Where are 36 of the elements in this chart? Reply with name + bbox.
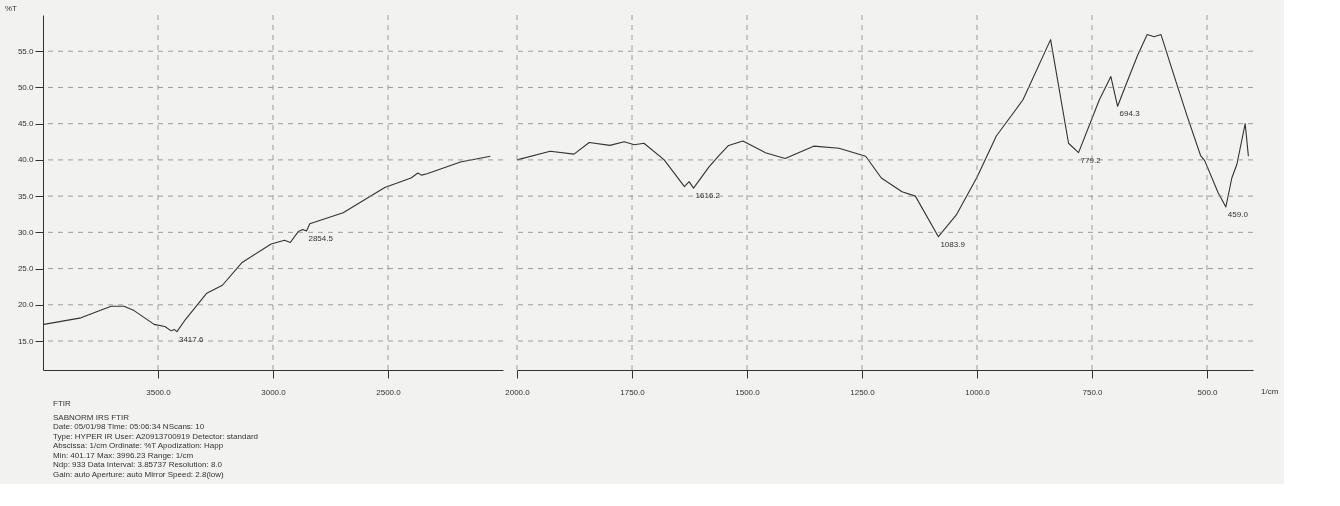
x-tick-label: 1000.0 [965,387,991,397]
y-tick-label: 50.0 [17,82,35,92]
annotation: 459.0 [1227,209,1249,219]
y-tick-label: 15.0 [17,336,35,346]
y-tick-label: 30.0 [17,227,35,237]
x-tick-label: 2500.0 [376,387,402,397]
x-tick-label: 1250.0 [850,387,876,397]
x-axis-title: 1/cm [1261,387,1279,396]
text: SABNORM IRS FTIR [53,412,130,422]
y-tick-label: 20.0 [17,300,35,310]
y-tick-label: 35.0 [17,191,35,201]
annotation: 2854.5 [308,233,334,243]
text: Type: HYPER IR User: A20913700919 Detector: standard [53,431,259,441]
text: Abscissa: 1/cm Ordinate: %T Apodization: Happ [53,441,224,450]
text: Date: 05/01/98 Time: 05:06:34 NScans: 10 [53,422,205,431]
x-tick-label: 1500.0 [735,387,761,397]
annotation: 1616.2 [695,191,721,201]
x-tick-label: 750.0 [1082,387,1104,397]
annotation: 1083.9 [940,239,966,249]
annotation: 3417.6 [178,334,204,344]
y-tick-label: 55.0 [17,46,35,56]
annotation: 779.2 [1080,155,1102,165]
x-tick-label: 2000.0 [505,387,531,397]
x-tick-label: 1750.0 [620,387,646,397]
y-tick-label: 45.0 [17,119,35,129]
x-tick-label: 3500.0 [146,387,172,397]
y-axis-title: %T [5,4,18,13]
text: Ndp: 933 Data Interval: 3.85737 Resolution: 8.0 [53,460,223,469]
y-tick-label: 40.0 [17,155,35,165]
x-tick-label: 500.0 [1197,387,1219,397]
y-tick-label: 25.0 [17,264,35,274]
x-tick-label: 3000.0 [261,387,287,397]
annotation: 694.3 [1119,109,1141,119]
text: Gain: auto Aperture: auto Mirror Speed: 2.8(low) [53,469,225,479]
text: FTIR [53,399,71,408]
text: Min: 401.17 Max: 3996.23 Range: 1/cm [53,450,194,460]
